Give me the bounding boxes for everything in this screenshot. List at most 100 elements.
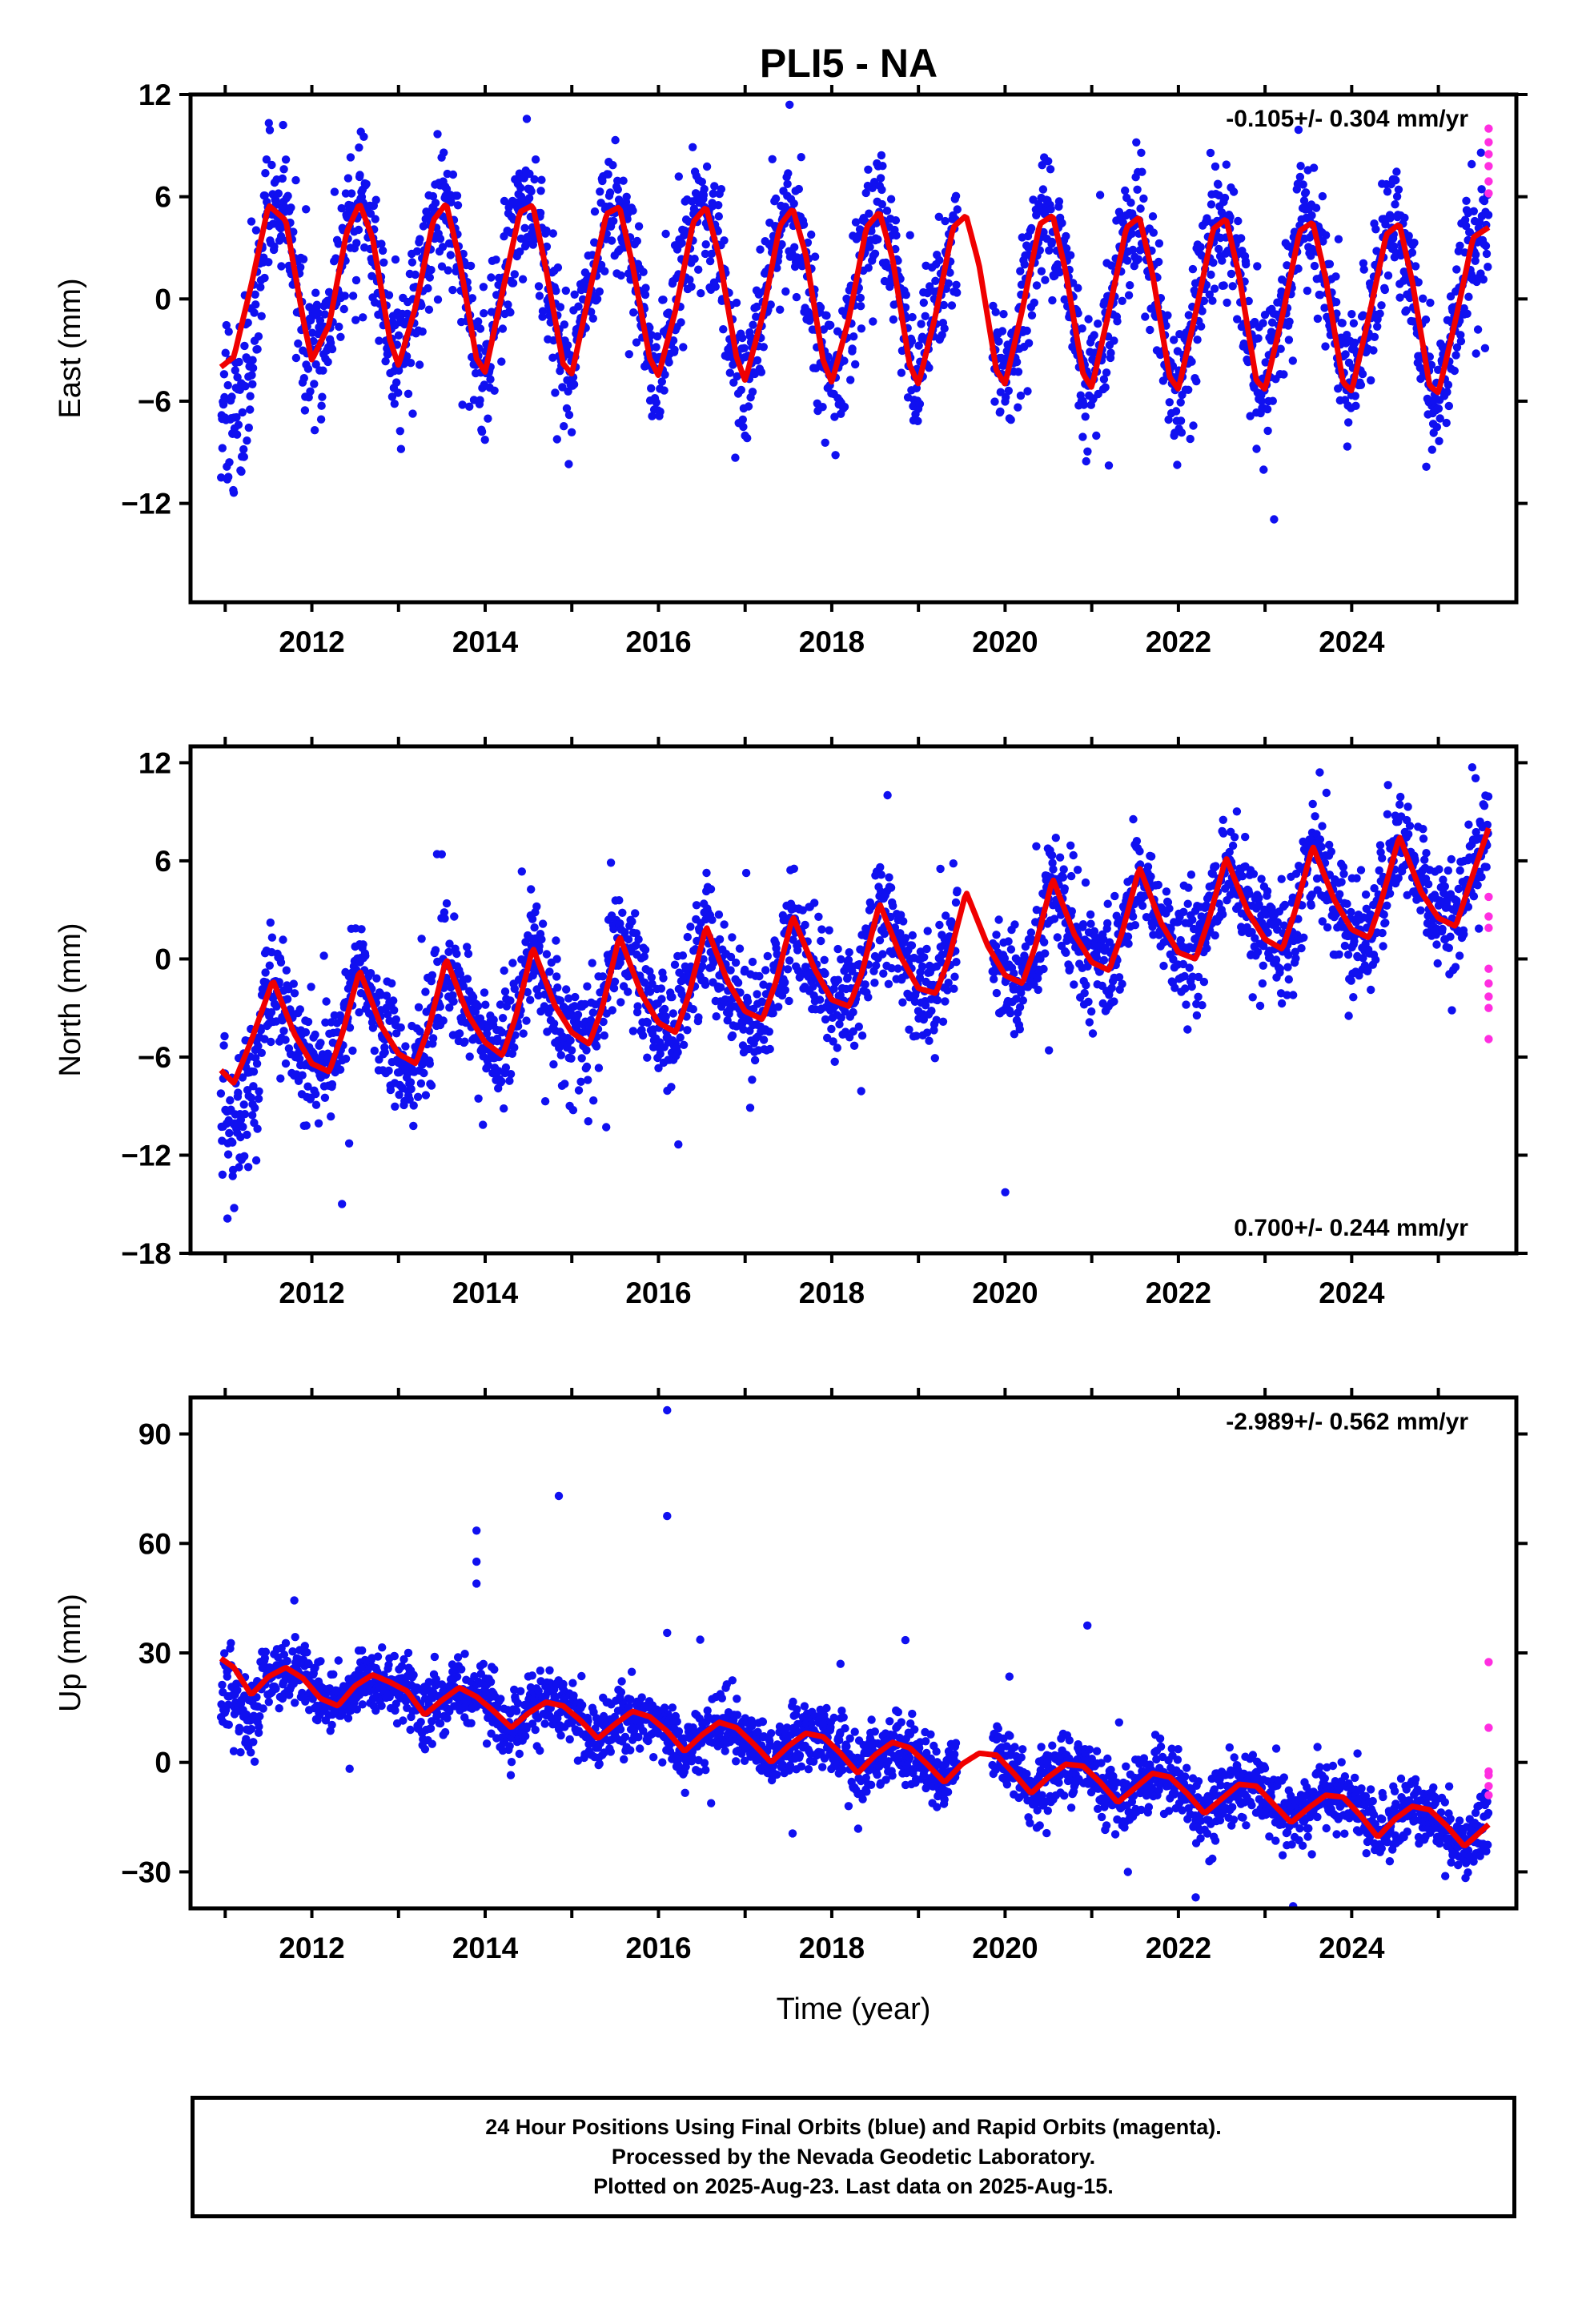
- series-rapid-orbits-east: [1484, 124, 1493, 198]
- final-point: [1257, 396, 1267, 406]
- final-point: [846, 376, 855, 384]
- final-point: [319, 366, 327, 375]
- final-point: [431, 199, 440, 207]
- final-point: [552, 287, 560, 296]
- final-point: [381, 356, 390, 366]
- final-point: [1196, 243, 1205, 251]
- final-point: [1154, 257, 1163, 267]
- final-point: [1055, 853, 1065, 862]
- final-point: [1149, 931, 1158, 939]
- final-point: [865, 243, 874, 251]
- final-point: [1375, 309, 1384, 318]
- final-point: [584, 1117, 592, 1126]
- final-point: [556, 1051, 565, 1059]
- final-point: [1402, 306, 1411, 315]
- final-point: [1058, 873, 1068, 882]
- final-point: [1268, 396, 1278, 405]
- final-point: [497, 1027, 507, 1037]
- final-point: [371, 195, 380, 204]
- final-point: [1066, 963, 1074, 972]
- final-point: [348, 1046, 357, 1055]
- final-point: [1184, 385, 1193, 394]
- final-point: [493, 1034, 502, 1043]
- final-point: [829, 1037, 837, 1046]
- final-point: [763, 951, 772, 961]
- final-point: [1443, 380, 1453, 389]
- final-point: [739, 422, 748, 432]
- final-point: [587, 308, 596, 316]
- final-point: [500, 966, 508, 975]
- final-point: [1176, 935, 1185, 945]
- final-point: [560, 320, 569, 329]
- final-point: [267, 933, 277, 942]
- final-point: [817, 925, 826, 934]
- final-point: [294, 339, 303, 348]
- final-point: [1318, 822, 1327, 830]
- final-point: [1099, 955, 1109, 965]
- final-point: [892, 231, 901, 240]
- final-point: [845, 948, 853, 957]
- final-point: [1349, 319, 1359, 328]
- final-point: [616, 998, 625, 1007]
- final-point: [281, 1035, 290, 1044]
- final-point: [1046, 205, 1055, 214]
- final-point: [404, 389, 413, 398]
- final-point: [1407, 248, 1417, 257]
- final-point: [1027, 311, 1037, 320]
- final-point: [922, 1028, 932, 1037]
- final-point: [296, 263, 305, 271]
- final-point: [532, 902, 541, 911]
- final-point: [243, 318, 252, 328]
- final-point: [700, 184, 709, 194]
- final-point: [580, 999, 589, 1009]
- rapid-point: [1484, 124, 1493, 133]
- final-point: [334, 239, 343, 248]
- final-point: [1186, 434, 1195, 444]
- final-point: [1385, 889, 1395, 899]
- final-point: [239, 1122, 247, 1132]
- final-point: [518, 275, 528, 283]
- final-point: [809, 982, 817, 991]
- final-point: [761, 966, 770, 975]
- rapid-point: [1484, 177, 1493, 186]
- final-point: [686, 923, 695, 931]
- final-point: [922, 944, 931, 954]
- final-point: [1363, 966, 1372, 975]
- final-point: [1187, 982, 1196, 991]
- final-point: [921, 1001, 930, 1010]
- final-point: [950, 984, 958, 993]
- final-point: [1396, 792, 1405, 802]
- final-point: [448, 991, 457, 1000]
- final-point: [1381, 919, 1390, 927]
- final-point: [1087, 1007, 1096, 1016]
- final-point: [416, 1079, 426, 1088]
- final-point: [314, 1119, 323, 1128]
- final-point: [1020, 260, 1030, 269]
- final-point: [542, 950, 552, 959]
- final-point: [1383, 271, 1393, 280]
- final-point: [1386, 214, 1395, 223]
- final-point: [989, 301, 998, 311]
- final-point: [272, 1002, 281, 1011]
- final-point: [1047, 850, 1057, 860]
- final-point: [219, 400, 228, 409]
- final-point: [1184, 883, 1193, 892]
- final-point: [876, 174, 885, 183]
- final-point: [872, 961, 881, 970]
- final-point: [887, 963, 896, 973]
- final-point: [473, 1002, 483, 1011]
- final-point: [609, 216, 618, 226]
- final-point: [265, 126, 275, 135]
- final-point: [1251, 934, 1259, 943]
- final-point: [685, 275, 694, 284]
- final-point: [907, 336, 917, 346]
- final-point: [620, 928, 629, 937]
- final-point: [818, 403, 827, 412]
- final-point: [1090, 931, 1099, 941]
- final-point: [444, 947, 453, 957]
- final-point: [765, 1044, 774, 1054]
- final-point: [439, 1016, 448, 1025]
- final-point: [949, 859, 958, 868]
- final-point: [239, 444, 248, 454]
- final-point: [1103, 899, 1112, 908]
